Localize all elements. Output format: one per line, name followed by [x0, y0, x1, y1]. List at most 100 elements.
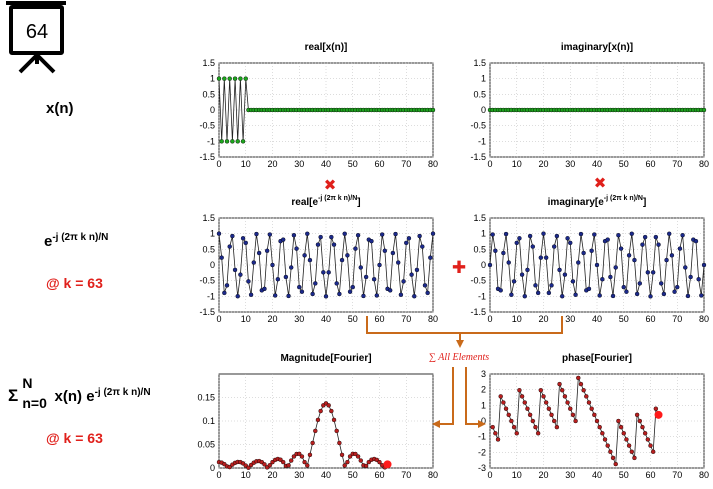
y-tick-label: -3: [478, 463, 486, 473]
data-point: [525, 267, 530, 273]
data-point: [230, 139, 235, 144]
data-point: [522, 400, 527, 405]
y-tick-label: 0: [210, 463, 215, 473]
data-point: [632, 455, 637, 461]
data-point: [578, 231, 584, 237]
x-tick-label: 0: [216, 314, 221, 324]
data-point: [683, 265, 688, 270]
data-point: [310, 291, 315, 297]
data-point: [680, 233, 685, 238]
x-tick-label: 60: [374, 470, 384, 480]
data-point: [586, 400, 592, 405]
data-point: [664, 257, 669, 263]
x-tick-label: 60: [645, 470, 655, 480]
data-point: [310, 440, 315, 446]
data-point: [238, 272, 243, 277]
x-tick-label: 80: [428, 159, 438, 169]
x-tick-label: 20: [538, 159, 548, 169]
data-point: [339, 257, 345, 263]
data-point: [232, 267, 238, 273]
y-tick-label: 0.5: [202, 244, 215, 254]
data-point: [246, 465, 251, 470]
data-point: [656, 242, 661, 247]
data-point: [490, 424, 495, 430]
plot-title: real[e-j (2π k n)/N]: [291, 195, 360, 208]
data-point: [557, 381, 562, 387]
data-point: [302, 253, 307, 258]
data-point: [576, 375, 581, 381]
multiply-icon: ✖: [324, 176, 337, 194]
data-point: [650, 449, 656, 454]
data-point: [549, 412, 554, 418]
data-point: [345, 253, 350, 258]
data-point: [568, 406, 573, 411]
data-point: [584, 394, 589, 399]
data-point: [667, 231, 672, 236]
data-point: [337, 440, 342, 446]
data-point: [562, 394, 568, 399]
x-tick-label: 30: [294, 470, 304, 480]
y-tick-label: -1: [478, 136, 486, 146]
data-point: [294, 246, 299, 251]
x-tick-label: 80: [699, 470, 709, 480]
data-point: [430, 107, 436, 113]
data-point: [535, 431, 541, 436]
data-point: [498, 288, 503, 293]
data-point: [616, 233, 621, 238]
x-tick-label: 60: [645, 159, 655, 169]
data-point: [267, 463, 273, 468]
data-point: [493, 248, 498, 253]
data-point: [640, 424, 645, 430]
data-point: [361, 293, 366, 299]
data-point: [251, 260, 256, 265]
data-point: [688, 274, 693, 280]
data-point: [406, 236, 412, 241]
data-point: [621, 284, 626, 290]
x-tick-label: 30: [565, 470, 575, 480]
data-point: [600, 277, 605, 282]
x-tick-label: 40: [592, 470, 602, 480]
data-point: [326, 403, 331, 408]
data-point: [552, 418, 557, 424]
data-point: [224, 139, 230, 144]
data-point: [267, 232, 273, 237]
data-point: [246, 279, 251, 284]
data-point: [313, 281, 318, 286]
x-tick-label: 0: [216, 159, 221, 169]
data-point: [509, 292, 514, 297]
data-point: [608, 449, 613, 454]
x-tick-label: 10: [512, 470, 522, 480]
x-tick-label: 10: [512, 314, 522, 324]
data-point: [345, 459, 350, 465]
data-point: [589, 248, 594, 253]
data-point: [379, 232, 385, 237]
data-point: [645, 437, 651, 442]
plot-frame: [218, 373, 434, 469]
data-point: [661, 291, 667, 297]
data-point: [272, 293, 278, 298]
data-point: [560, 388, 565, 393]
plot-title: real[x(n)]: [305, 42, 348, 53]
y-tick-label: -0.5: [470, 121, 486, 131]
data-point: [535, 290, 541, 296]
data-point: [685, 293, 691, 299]
data-point: [222, 76, 227, 81]
data-point: [222, 290, 227, 296]
x-tick-label: 30: [294, 159, 304, 169]
y-tick-label: 0.15: [197, 393, 215, 403]
plot-title: phase[Fourier]: [562, 353, 632, 364]
data-point: [586, 286, 592, 292]
x-tick-label: 50: [619, 314, 629, 324]
data-point: [329, 408, 334, 414]
data-point: [321, 270, 326, 275]
data-point: [613, 265, 618, 270]
y-tick-label: 0: [481, 260, 486, 270]
data-point: [600, 431, 605, 436]
y-tick-label: 1: [210, 74, 215, 84]
data-point: [696, 277, 701, 282]
data-point: [541, 231, 546, 236]
sum-all-elements-label: ∑ All Elements: [429, 352, 489, 363]
data-point: [238, 76, 243, 81]
data-point: [543, 400, 549, 405]
highlight-point: [383, 460, 392, 469]
